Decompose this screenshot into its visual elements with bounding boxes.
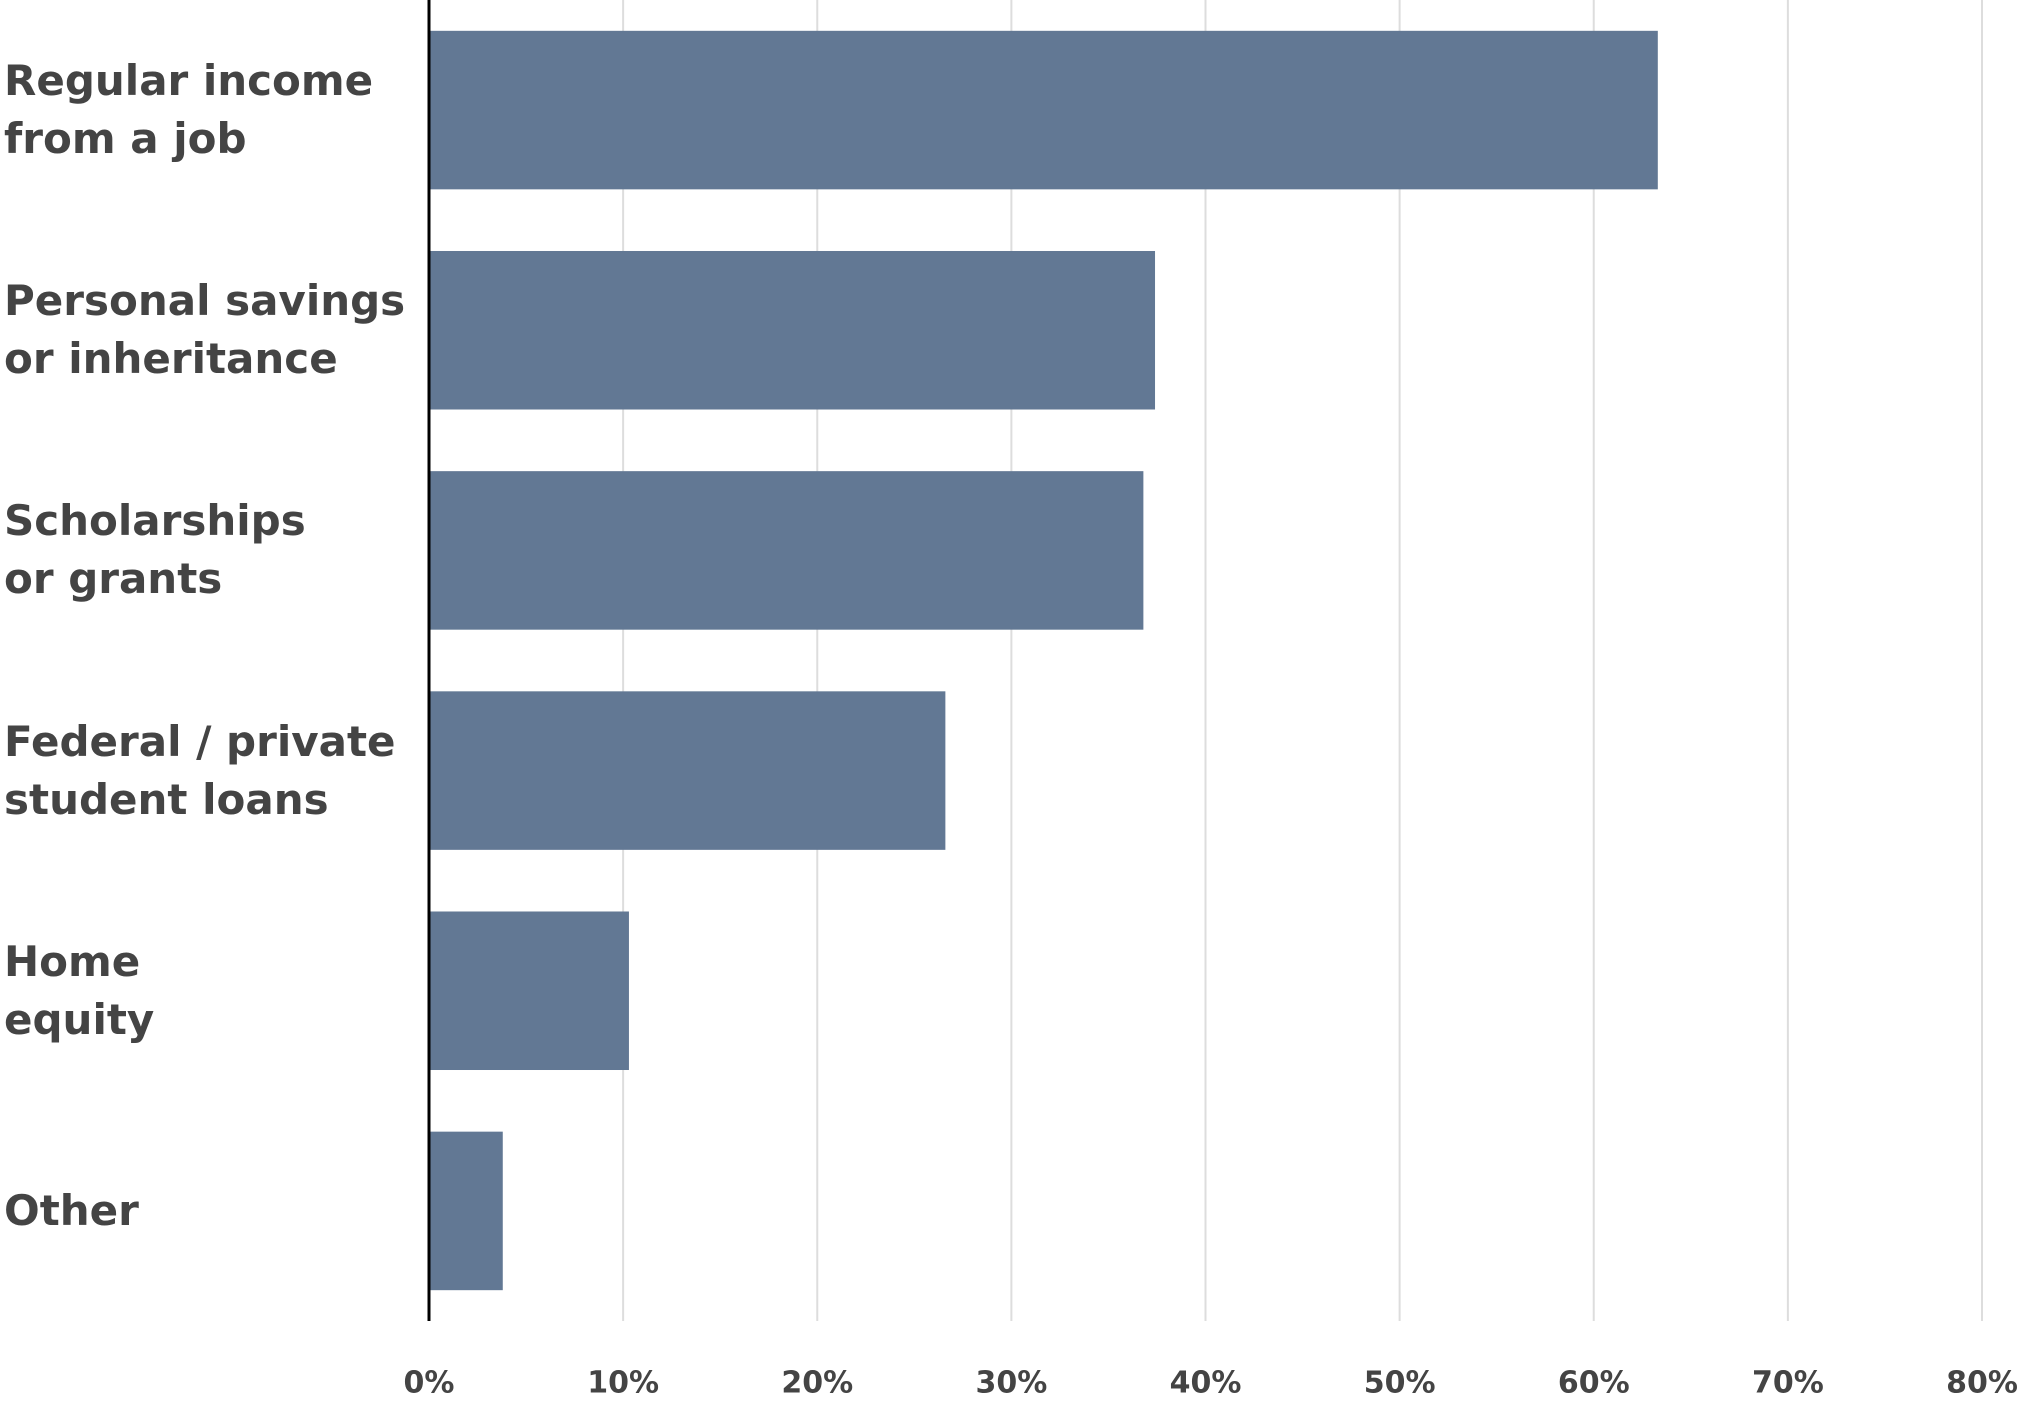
y-tick-label: Scholarships or grants: [4, 496, 306, 604]
y-tick-label: Federal / private student loans: [4, 716, 396, 824]
x-tick-label: 30%: [975, 1366, 1047, 1401]
bar: [429, 30, 1658, 190]
x-tick-label: 20%: [781, 1366, 853, 1401]
x-tick-label: 60%: [1558, 1366, 1630, 1401]
y-tick-label: Personal savings or inheritance: [4, 276, 406, 384]
x-tick-label: 0%: [404, 1366, 455, 1401]
x-tick-label: 10%: [587, 1366, 659, 1401]
y-tick-label: Other: [4, 1185, 139, 1235]
bar: [429, 911, 629, 1071]
bar: [429, 691, 946, 850]
y-tick-label: Regular income from a job: [4, 56, 374, 164]
bar: [429, 250, 1156, 410]
x-tick-label: 70%: [1752, 1366, 1824, 1401]
bar: [429, 471, 1144, 630]
y-tick-label: Home equity: [4, 936, 155, 1044]
bar: [429, 1131, 503, 1291]
x-tick-label: 40%: [1170, 1366, 1242, 1401]
x-tick-label: 80%: [1946, 1366, 2018, 1401]
x-tick-label: 50%: [1364, 1366, 1436, 1401]
